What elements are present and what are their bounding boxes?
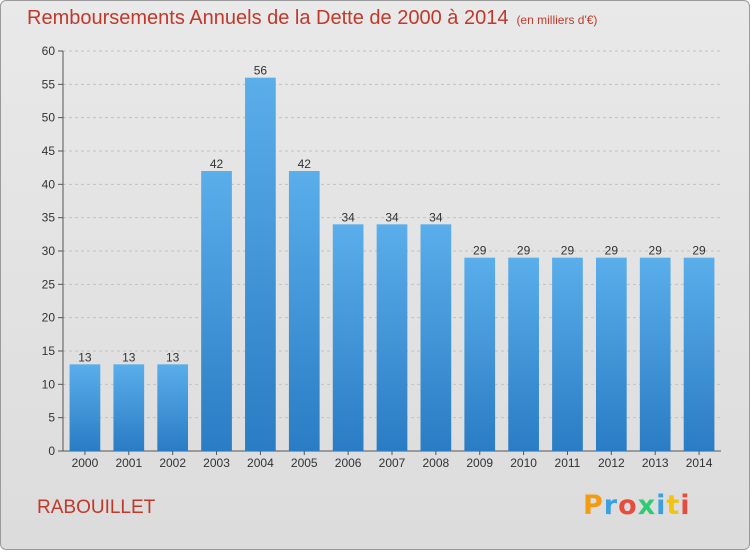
data-label-2014: 29 [692, 244, 706, 258]
y-tick-label: 35 [42, 211, 56, 225]
x-tick-label-2011: 2011 [555, 456, 581, 470]
bars [69, 77, 715, 452]
brand-letter: r [603, 490, 619, 521]
data-label-2009: 29 [473, 244, 487, 258]
y-tick-label: 60 [42, 44, 56, 58]
x-tick-label-2007: 2007 [379, 456, 406, 470]
x-tick-label-2009: 2009 [466, 456, 493, 470]
x-tick-labels: 2000 2001 2002 2003 2004 2005 2006 2007 2008 2009… [72, 456, 713, 470]
x-tick-label-2012: 2012 [598, 456, 625, 470]
x-tick-label-2002: 2002 [159, 456, 186, 470]
data-label-2013: 29 [649, 244, 663, 258]
y-tick-label: 5 [48, 411, 55, 425]
y-tick-label: 30 [42, 244, 56, 258]
data-label-2002: 13 [166, 350, 180, 364]
chart-title: Remboursements Annuels de la Dette de 20… [27, 7, 597, 30]
data-labels: 13 13 13 42 56 42 34 34 34 29 29 29 29 29 29 [78, 64, 706, 365]
bar-2006 [332, 224, 364, 451]
data-label-2003: 42 [210, 157, 224, 171]
brand-letter: o [618, 490, 638, 521]
brand-letter: P [583, 490, 604, 521]
bar-2001 [113, 364, 145, 451]
bar-2005 [288, 171, 320, 451]
bar-2011 [552, 257, 583, 451]
brand-logo: Proxiti [583, 490, 691, 521]
x-tick-label-2000: 2000 [72, 456, 99, 470]
x-tick-label-2003: 2003 [203, 456, 230, 470]
data-label-2001: 13 [122, 350, 136, 364]
data-label-2008: 34 [429, 210, 443, 224]
x-tick-label-2001: 2001 [115, 456, 142, 470]
x-tick-label-2006: 2006 [335, 456, 362, 470]
brand-letter: i [656, 490, 667, 521]
x-tick-label-2008: 2008 [423, 456, 450, 470]
y-tick-label: 15 [42, 344, 56, 358]
y-tick-label: 25 [42, 277, 56, 291]
bar-2010 [508, 257, 539, 451]
bar-2002 [157, 364, 189, 451]
bar-2003 [201, 171, 232, 451]
data-label-2012: 29 [605, 244, 619, 258]
bar-2000 [69, 364, 101, 451]
data-label-2005: 42 [298, 157, 312, 171]
bar-2009 [464, 257, 496, 451]
bar-2008 [420, 224, 452, 451]
y-tick-label: 20 [42, 311, 56, 325]
y-tick-label: 10 [42, 377, 56, 391]
data-label-2011: 29 [561, 244, 575, 258]
x-tick-label-2004: 2004 [247, 456, 274, 470]
brand-letter: x [637, 490, 657, 521]
x-tick-label-2010: 2010 [510, 456, 537, 470]
bar-2012 [595, 257, 627, 451]
data-label-2007: 34 [385, 210, 399, 224]
y-tick-label: 45 [42, 144, 56, 158]
bar-2007 [376, 224, 408, 451]
data-label-2010: 29 [517, 244, 531, 258]
x-tick-label-2014: 2014 [686, 456, 713, 470]
y-tick-labels: 0 5 10 15 20 25 30 35 40 45 50 55 60 [42, 44, 56, 458]
x-tick-label-2013: 2013 [642, 456, 669, 470]
chart-title-text: Remboursements Annuels de la Dette de 20… [27, 7, 509, 29]
x-tick-label-2005: 2005 [291, 456, 318, 470]
y-tick-label: 50 [42, 111, 56, 125]
brand-letter: i [680, 490, 691, 521]
brand-letter: t [666, 490, 681, 521]
y-tick-label: 55 [42, 77, 56, 91]
commune-name: RABOUILLET [37, 497, 156, 518]
data-label-2004: 56 [254, 64, 268, 78]
bar-2004 [245, 77, 276, 452]
data-label-2006: 34 [341, 210, 355, 224]
y-tick-label: 40 [42, 177, 56, 191]
data-label-2000: 13 [78, 350, 92, 364]
bar-2014 [683, 257, 715, 451]
y-tick-label: 0 [48, 444, 55, 458]
chart-subtitle: (en milliers d'€) [516, 13, 598, 27]
bar-2013 [639, 257, 671, 451]
